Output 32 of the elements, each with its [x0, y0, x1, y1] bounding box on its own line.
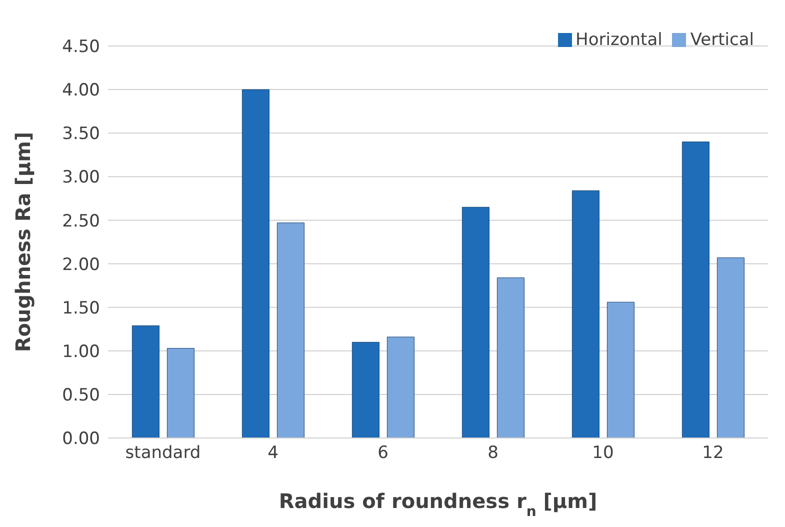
y-axis-title: Roughness Ra [μm] — [11, 132, 35, 352]
x-tick-label: 10 — [592, 443, 614, 464]
bar — [606, 302, 634, 438]
x-tick-label: 12 — [702, 443, 724, 464]
legend-label: Vertical — [690, 30, 754, 50]
x-tick-label: 4 — [268, 443, 278, 464]
bar — [352, 342, 380, 438]
bar — [496, 277, 524, 438]
bar — [276, 222, 304, 438]
x-axis-title: Radius of roundness r$_{n}$ [μm] — [278, 489, 598, 520]
bar — [386, 336, 414, 438]
y-tick-label: 4.00 — [62, 80, 100, 101]
bar — [166, 348, 194, 438]
y-tick-label: 2.00 — [62, 254, 100, 275]
y-tick-label: 1.00 — [62, 342, 100, 362]
y-tick-label: 2.50 — [62, 211, 100, 232]
bar — [682, 142, 710, 438]
bar — [132, 325, 160, 438]
bar — [462, 206, 490, 438]
bar — [716, 257, 744, 438]
y-tick-label: 3.00 — [62, 168, 100, 188]
y-tick-label: 3.50 — [62, 124, 100, 144]
bar — [242, 89, 270, 438]
y-tick-label: 0.00 — [62, 429, 100, 450]
y-tick-label: 4.50 — [62, 37, 100, 58]
legend-label: Horizontal — [576, 30, 662, 50]
y-tick-label: 1.50 — [62, 298, 100, 318]
x-tick-label: standard — [125, 443, 201, 464]
x-tick-label: 8 — [488, 443, 498, 464]
y-tick-label: 0.50 — [62, 385, 100, 406]
bar — [572, 190, 600, 438]
x-tick-label: 6 — [378, 443, 388, 464]
